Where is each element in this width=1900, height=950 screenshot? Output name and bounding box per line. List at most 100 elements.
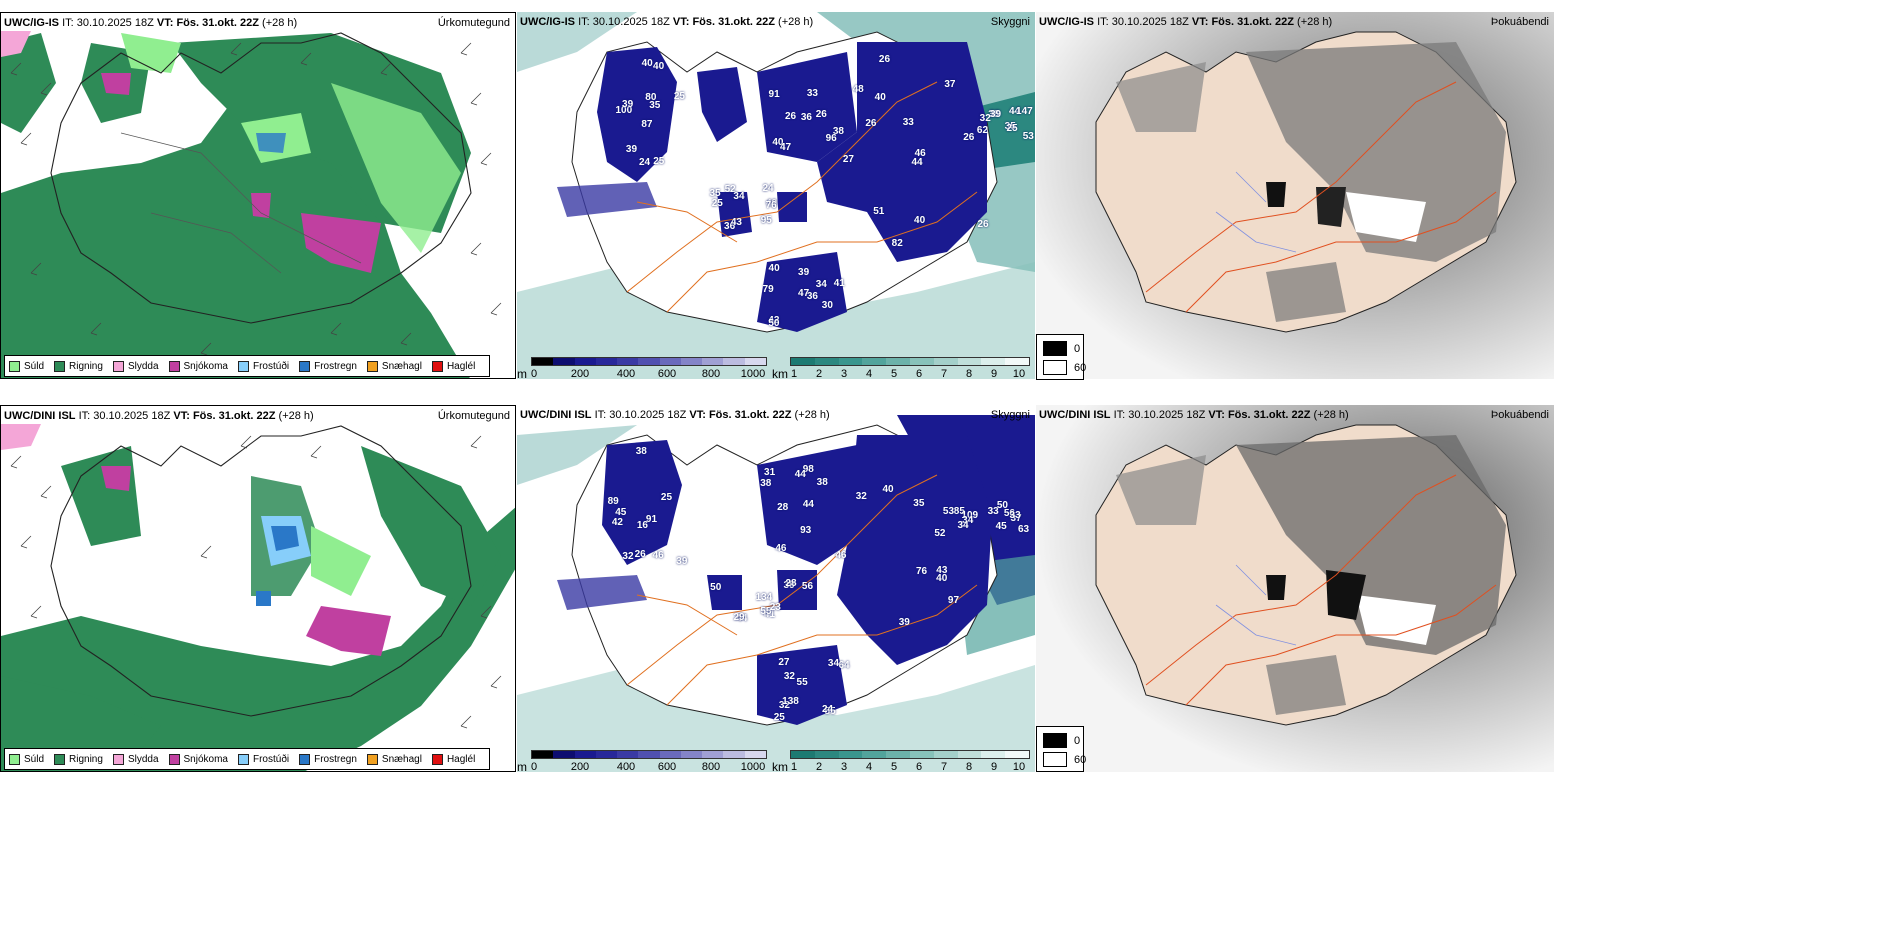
cb-swatch	[638, 751, 660, 758]
cloud-base-label: 95	[760, 215, 772, 227]
cloud-title: Skyggni	[990, 16, 1030, 28]
fog-legend-label-0: 0	[1074, 342, 1081, 355]
cloud-base-label: 49	[765, 198, 778, 210]
cloud-base-label: 55	[824, 705, 836, 717]
precip-title: Úrkomutegund	[437, 410, 510, 422]
legend-item-suld: Súld	[9, 753, 44, 765]
legend-label-frostudi: Frostúði	[252, 753, 290, 765]
swatch-haglel	[431, 360, 443, 372]
lead-time: (+28 h)	[778, 16, 814, 28]
fog-header-top: UWC/IG-IS IT: 30.10.2025 18Z VT: Fös. 31…	[1039, 15, 1551, 29]
fog-legend-label-60: 60	[1074, 753, 1087, 766]
cloud-map-bottom	[517, 405, 1035, 772]
vis-swatch	[909, 751, 934, 758]
vis-tick: 9	[990, 368, 998, 379]
cb-swatch	[680, 751, 703, 758]
vis-swatch	[838, 751, 863, 758]
cloud-title: Skyggni	[990, 409, 1030, 421]
it-label: IT:	[1097, 16, 1109, 28]
swatch-suld	[9, 360, 20, 372]
cloud-base-label: 34	[815, 278, 827, 290]
legend-item-frostudi: Frostúði	[237, 360, 289, 372]
cloud-base-label: 24	[821, 704, 834, 716]
cloud-base-colorbar-bottom: m 0 200 400 600 800 1000	[517, 750, 767, 772]
cloud-panel-top: UWC/IG-IS IT: 30.10.2025 18Z VT: Fös. 31…	[517, 12, 1035, 379]
legend-label-snjokoma: Snjókoma	[183, 360, 228, 372]
cloud-base-label: 55	[760, 605, 772, 617]
visibility-bar	[790, 357, 1030, 366]
cloud-base-label: 32	[778, 699, 790, 711]
cloud-base-label: 24	[762, 182, 774, 194]
vis-swatch	[933, 751, 958, 758]
cloud-base-label: 53	[942, 506, 955, 518]
cloud-base-label: 26	[865, 118, 877, 130]
swatch-snaehagl	[366, 753, 378, 765]
swatch-snjokoma	[168, 360, 180, 372]
vt-label: VT:	[1191, 16, 1209, 28]
lead-time: (+28 h)	[262, 17, 298, 29]
fog-legend-bottom: 0 60	[1036, 726, 1087, 772]
legend-label-snaehagl: Snæhagl	[381, 360, 422, 372]
fog-legend-label-0: 0	[1074, 734, 1081, 747]
cloud-base-label: 76	[915, 565, 928, 577]
vis-swatch	[933, 358, 958, 365]
cloud-base-label: 42	[768, 314, 780, 326]
vis-tick: 3	[840, 368, 848, 379]
cloud-base-label: 39	[676, 555, 688, 567]
cloud-base-label: 37	[1010, 512, 1022, 524]
cloud-base-label: 25	[711, 198, 723, 210]
precip-header-top: UWC/IG-IS IT: 30.10.2025 18Z VT: Fös. 31…	[4, 16, 512, 30]
cloud-base-label: 33	[1009, 510, 1021, 522]
cb-swatch	[723, 751, 745, 758]
visibility-unit: km	[772, 367, 788, 379]
cb-swatch	[659, 358, 681, 365]
cloud-base-label: 46	[914, 148, 926, 160]
cloud-base-label: 43	[936, 565, 948, 577]
vis-swatch	[886, 358, 910, 365]
cloud-base-label: 26	[878, 54, 891, 66]
cloud-base-label: 32	[783, 671, 795, 683]
cloud-base-label: 91	[768, 88, 780, 100]
vis-swatch	[957, 751, 982, 758]
cloud-base-label: 37	[944, 78, 956, 90]
cloud-header-bottom: UWC/DINI ISL IT: 30.10.2025 18Z VT: Fös.…	[520, 408, 1032, 422]
cloud-base-label: 41	[833, 277, 845, 289]
fog-swatch-60	[1043, 360, 1067, 375]
cloud-base-label: 33	[902, 117, 914, 128]
fog-legend-60: 60	[1043, 360, 1086, 375]
cloud-base-label: 45	[995, 521, 1007, 533]
legend-label-snjokoma: Snjókoma	[183, 753, 228, 765]
vt-label: VT:	[689, 409, 706, 421]
vt-value: Fös. 31.okt. 22Z	[176, 17, 259, 29]
cb-swatch	[702, 751, 724, 758]
cloud-panel-bottom: UWC/DINI ISL IT: 30.10.2025 18Z VT: Fös.…	[517, 405, 1035, 772]
cb-swatch	[744, 358, 766, 365]
cloud-base-label: 63	[1017, 524, 1030, 536]
legend-item-rigning: Rigning	[54, 753, 103, 765]
vis-tick: 10	[1012, 761, 1026, 772]
cloud-base-label: 39	[989, 109, 1002, 121]
cb-tick: 0	[530, 368, 538, 379]
legend-label-snaehagl: Snæhagl	[381, 753, 422, 765]
cloud-base-unit: m	[517, 760, 527, 772]
precip-title: Úrkomutegund	[437, 17, 510, 29]
legend-label-suld: Súld	[24, 360, 45, 372]
precip-legend-top: Súld Rigning Slydda Snjókoma Frostúði Fr…	[4, 355, 491, 377]
lead-time: (+28 h)	[1297, 16, 1333, 28]
cloud-base-label: 39	[783, 580, 795, 592]
cb-swatch	[680, 358, 703, 365]
vis-swatch	[1005, 751, 1029, 758]
it-label: IT:	[78, 410, 91, 422]
legend-item-haglel: Haglél	[431, 753, 475, 765]
swatch-rigning	[54, 753, 66, 765]
cloud-base-label: 39	[622, 99, 634, 111]
legend-item-frostregn: Frostregn	[299, 753, 357, 765]
cloud-base-label: 25	[773, 711, 785, 723]
it-label: IT:	[62, 17, 74, 29]
cloud-base-label: 147	[1016, 106, 1033, 118]
vis-swatch	[981, 751, 1006, 758]
cloud-base-label: 34	[827, 657, 840, 669]
cloud-base-label: 26	[963, 131, 975, 143]
cloud-base-label: 40	[768, 263, 780, 275]
cloud-base-label: 38	[988, 108, 1000, 120]
